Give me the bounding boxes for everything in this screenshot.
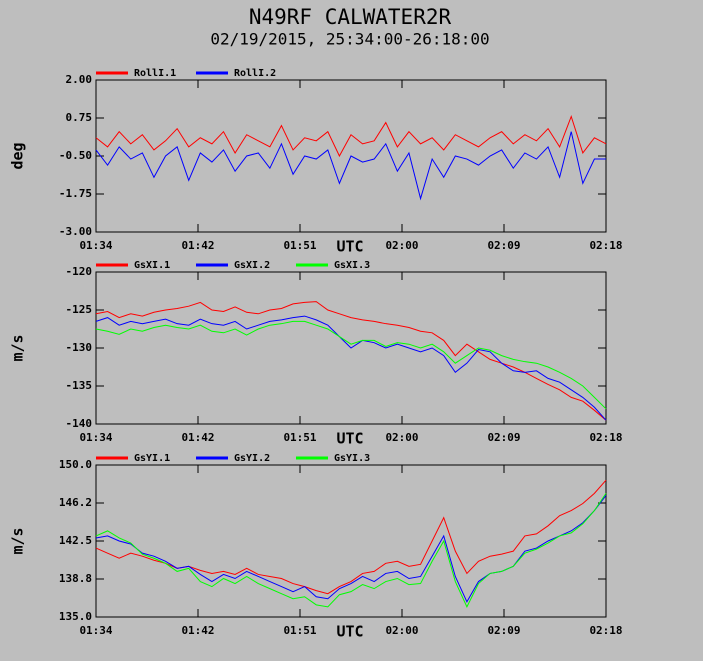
legend-label: GsXI.3	[334, 260, 370, 271]
x-tick-label: 01:51	[283, 239, 316, 252]
y-tick-label: 150.0	[59, 458, 92, 471]
legend-label: GsYI.3	[334, 453, 370, 464]
y-tick-label: -1.75	[59, 187, 92, 200]
legend-label: GsYI.1	[134, 453, 170, 464]
y-tick-label: -135	[66, 379, 93, 392]
x-axis-label: UTC	[336, 623, 363, 641]
x-tick-label: 02:18	[589, 624, 622, 637]
y-tick-label: -0.50	[59, 149, 92, 162]
data-line	[95, 495, 607, 603]
x-tick-label: 01:51	[283, 431, 316, 444]
x-tick-label: 01:51	[283, 624, 316, 637]
y-tick-label: 2.00	[66, 73, 93, 86]
x-tick-label: 01:34	[79, 624, 112, 637]
x-axis-label: UTC	[336, 238, 363, 256]
y-tick-label: 0.75	[66, 111, 93, 124]
x-tick-label: 02:00	[385, 624, 418, 637]
legend-label: GsYI.2	[234, 453, 270, 464]
data-line	[95, 320, 607, 410]
x-tick-label: 01:34	[79, 431, 112, 444]
x-tick-label: 02:00	[385, 239, 418, 252]
y-axis-label: m/s	[9, 334, 27, 361]
data-line	[95, 301, 607, 421]
legend-label: GsXI.2	[234, 260, 270, 271]
x-tick-label: 02:18	[589, 239, 622, 252]
chart-title: N49RF CALWATER2R	[249, 5, 452, 29]
y-axis-label: m/s	[9, 527, 27, 554]
y-tick-label: -120	[66, 265, 93, 278]
y-tick-label: 135.0	[59, 610, 92, 623]
x-tick-label: 02:18	[589, 431, 622, 444]
legend-label: RollI.1	[134, 68, 176, 79]
x-axis-label: UTC	[336, 430, 363, 448]
legend-label: RollI.2	[234, 68, 276, 79]
x-tick-label: 02:09	[487, 624, 520, 637]
y-tick-label: 142.5	[59, 534, 92, 547]
data-line	[95, 114, 607, 158]
x-tick-label: 02:00	[385, 431, 418, 444]
x-tick-label: 01:42	[181, 624, 214, 637]
x-tick-label: 01:42	[181, 431, 214, 444]
y-tick-label: -125	[66, 303, 93, 316]
y-tick-label: -130	[66, 341, 93, 354]
data-line	[95, 315, 607, 421]
y-tick-label: 138.8	[59, 572, 92, 585]
y-tick-label: 146.2	[59, 496, 92, 509]
y-axis-label: deg	[9, 142, 27, 169]
x-tick-label: 01:42	[181, 239, 214, 252]
legend-label: GsXI.1	[134, 260, 170, 271]
data-line	[95, 493, 607, 609]
x-tick-label: 02:09	[487, 431, 520, 444]
data-line	[95, 131, 606, 201]
y-tick-label: -140	[66, 417, 93, 430]
y-tick-label: -3.00	[59, 225, 92, 238]
x-tick-label: 02:09	[487, 239, 520, 252]
x-tick-label: 01:34	[79, 239, 112, 252]
chart-subtitle: 02/19/2015, 25:34:00-26:18:00	[210, 30, 489, 49]
